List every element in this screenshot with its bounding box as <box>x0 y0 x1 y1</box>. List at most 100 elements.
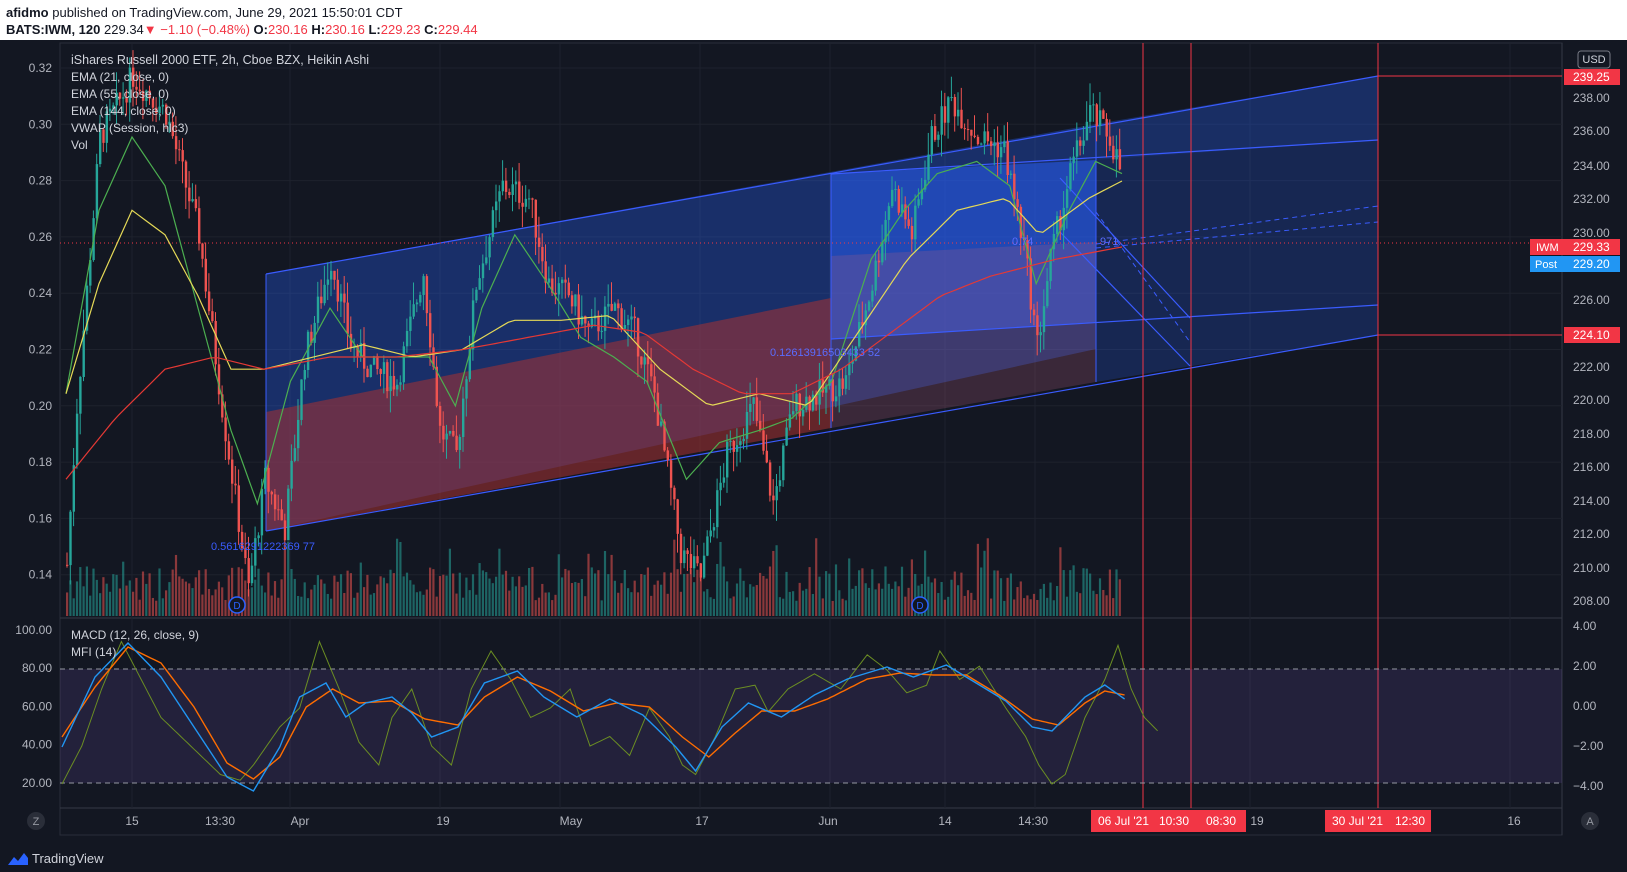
candle-body[interactable] <box>990 141 993 147</box>
candle-body[interactable] <box>577 294 580 325</box>
candle-body[interactable] <box>184 161 188 188</box>
candle-body[interactable] <box>1105 118 1108 137</box>
candle-body[interactable] <box>349 333 353 349</box>
candle-body[interactable] <box>617 303 620 309</box>
candle-body[interactable] <box>768 462 772 496</box>
candle-body[interactable] <box>973 135 976 137</box>
candle-body[interactable] <box>851 360 854 364</box>
candle-body[interactable] <box>722 477 726 483</box>
candle-body[interactable] <box>1036 315 1039 336</box>
candle-body[interactable] <box>495 201 498 211</box>
candle-body[interactable] <box>419 294 422 303</box>
candle-body[interactable] <box>231 459 234 484</box>
candle-body[interactable] <box>673 487 676 500</box>
candle-body[interactable] <box>679 533 683 564</box>
candle-body[interactable] <box>900 204 904 213</box>
candle-body[interactable] <box>831 379 834 402</box>
candle-body[interactable] <box>874 260 877 291</box>
candle-body[interactable] <box>858 321 861 347</box>
candle-body[interactable] <box>567 282 570 296</box>
candle-body[interactable] <box>666 450 669 461</box>
candle-body[interactable] <box>455 435 458 450</box>
candle-body[interactable] <box>399 382 402 385</box>
candle-body[interactable] <box>369 364 372 378</box>
candle-body[interactable] <box>382 362 386 374</box>
candle-body[interactable] <box>1085 121 1089 141</box>
candle-body[interactable] <box>920 189 924 200</box>
candle-body[interactable] <box>778 480 782 487</box>
candle-body[interactable] <box>752 397 755 404</box>
candle-body[interactable] <box>547 278 551 283</box>
candle-body[interactable] <box>1062 207 1065 231</box>
candle-body[interactable] <box>960 109 963 129</box>
candle-body[interactable] <box>481 263 485 279</box>
candle-body[interactable] <box>429 313 432 348</box>
candle-body[interactable] <box>792 411 795 415</box>
candle-body[interactable] <box>610 303 613 311</box>
candle-body[interactable] <box>1092 104 1095 106</box>
candle-body[interactable] <box>452 430 455 436</box>
candle-body[interactable] <box>993 142 996 147</box>
candle-body[interactable] <box>396 384 399 390</box>
candle-body[interactable] <box>742 438 745 442</box>
channel-lower-line[interactable] <box>265 334 1379 532</box>
candle-body[interactable] <box>165 104 168 125</box>
candle-body[interactable] <box>986 131 990 142</box>
candle-body[interactable] <box>1042 306 1046 333</box>
candle-body[interactable] <box>676 499 679 534</box>
candle-body[interactable] <box>363 342 366 369</box>
candle-body[interactable] <box>871 290 874 302</box>
candle-body[interactable] <box>976 136 980 145</box>
candle-body[interactable] <box>940 106 943 135</box>
candle-body[interactable] <box>580 316 584 325</box>
candle-body[interactable] <box>99 129 102 165</box>
candle-body[interactable] <box>887 206 891 220</box>
candle-body[interactable] <box>277 509 280 511</box>
dividend-icon[interactable] <box>228 596 246 614</box>
dividend-marker-1[interactable]: D <box>228 596 246 614</box>
candle-body[interactable] <box>201 243 204 259</box>
candle-body[interactable] <box>283 520 287 541</box>
candle-body[interactable] <box>798 393 801 417</box>
candle-body[interactable] <box>181 150 184 162</box>
candle-body[interactable] <box>726 441 729 478</box>
candle-body[interactable] <box>326 279 330 285</box>
candle-body[interactable] <box>907 219 910 226</box>
candle-body[interactable] <box>141 91 145 101</box>
candle-body[interactable] <box>1089 105 1092 122</box>
candle-body[interactable] <box>808 396 811 411</box>
candle-body[interactable] <box>557 283 561 295</box>
legend-ema55[interactable]: EMA (55, close, 0) <box>71 87 169 101</box>
candle-body[interactable] <box>937 134 940 140</box>
candle-body[interactable] <box>234 483 237 486</box>
candle-body[interactable] <box>392 375 396 390</box>
candle-body[interactable] <box>227 441 231 460</box>
candle-body[interactable] <box>174 136 178 150</box>
chart-area[interactable]: 0.5616291222369 77 0.12613916503433 52 0… <box>0 40 1627 846</box>
candle-body[interactable] <box>811 394 815 411</box>
candle-body[interactable] <box>844 375 848 389</box>
candle-body[interactable] <box>884 219 887 243</box>
legend-ema21[interactable]: EMA (21, close, 0) <box>71 70 169 84</box>
candle-body[interactable] <box>498 191 501 202</box>
candle-body[interactable] <box>785 427 788 446</box>
tradingview-brand[interactable]: TradingView <box>8 851 104 866</box>
candle-body[interactable] <box>643 357 646 365</box>
candle-body[interactable] <box>376 356 379 370</box>
candle-body[interactable] <box>339 293 343 302</box>
candle-body[interactable] <box>1072 156 1075 164</box>
dividend-icon[interactable] <box>911 596 929 614</box>
candle-body[interactable] <box>861 321 864 326</box>
candle-body[interactable] <box>603 306 607 331</box>
candle-body[interactable] <box>412 304 415 317</box>
candle-body[interactable] <box>910 225 914 240</box>
candle-body[interactable] <box>198 208 201 244</box>
candle-body[interactable] <box>1032 309 1036 316</box>
candle-body[interactable] <box>1069 163 1072 190</box>
dividend-marker-2[interactable]: D <box>911 596 929 614</box>
candle-body[interactable] <box>69 511 72 566</box>
candle-body[interactable] <box>287 488 290 541</box>
candle-body[interactable] <box>280 509 283 521</box>
candle-body[interactable] <box>386 362 389 392</box>
candle-body[interactable] <box>161 104 165 107</box>
